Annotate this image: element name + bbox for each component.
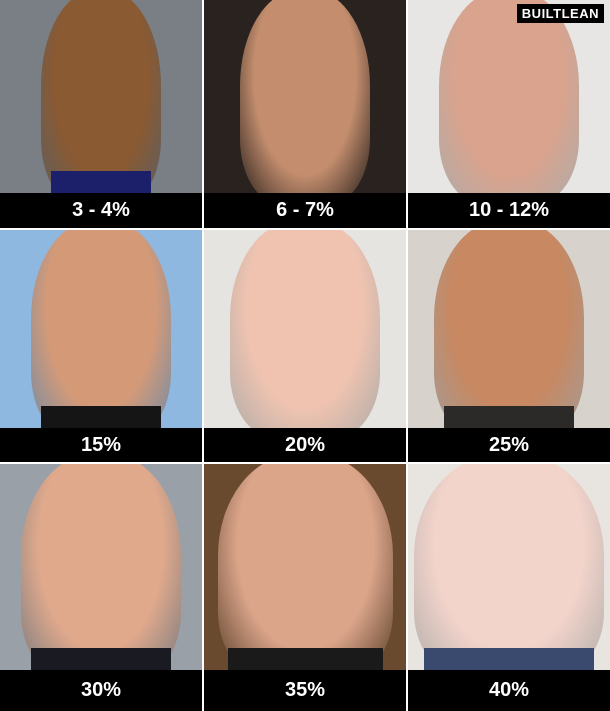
torso-shape [217, 464, 393, 670]
body-fat-label: 30% [0, 670, 202, 711]
body-fat-label: 3 - 4% [0, 193, 202, 228]
pants [51, 171, 151, 193]
body-fat-label: 6 - 7% [204, 193, 406, 228]
body-fat-cell: 40% [408, 464, 610, 711]
body-fat-cell: 25% [408, 230, 610, 462]
torso-photo [204, 0, 406, 193]
body-fat-label: 25% [408, 428, 610, 462]
torso-shape [41, 0, 161, 193]
body-fat-label: 20% [204, 428, 406, 462]
body-fat-label: 40% [408, 670, 610, 711]
torso-photo [408, 230, 610, 428]
builtlean-logo: BUILTLEAN [516, 4, 604, 23]
torso-shape [31, 230, 171, 428]
torso-photo [204, 230, 406, 428]
pants [41, 406, 161, 428]
torso-photo [408, 464, 610, 670]
torso-photo [0, 230, 202, 428]
torso-photo [204, 464, 406, 670]
torso-shape [439, 0, 579, 193]
torso-shape [21, 464, 181, 670]
body-fat-cell: 20% [204, 230, 406, 462]
torso-photo [408, 0, 610, 193]
body-fat-cell: 35% [204, 464, 406, 711]
body-fat-label: 10 - 12% [408, 193, 610, 228]
torso-photo [0, 464, 202, 670]
body-fat-cell: 30% [0, 464, 202, 711]
pants [31, 648, 171, 670]
body-fat-cell: 3 - 4% [0, 0, 202, 228]
body-fat-label: 35% [204, 670, 406, 711]
body-fat-cell: 6 - 7% [204, 0, 406, 228]
pants [227, 648, 383, 670]
pants [444, 406, 574, 428]
torso-shape [414, 464, 604, 670]
body-fat-cell: 15% [0, 230, 202, 462]
torso-shape [230, 230, 380, 428]
body-fat-label: 15% [0, 428, 202, 462]
torso-shape [240, 0, 370, 193]
pants [424, 648, 594, 670]
torso-shape [434, 230, 584, 428]
body-fat-cell: 10 - 12% [408, 0, 610, 228]
torso-photo [0, 0, 202, 193]
